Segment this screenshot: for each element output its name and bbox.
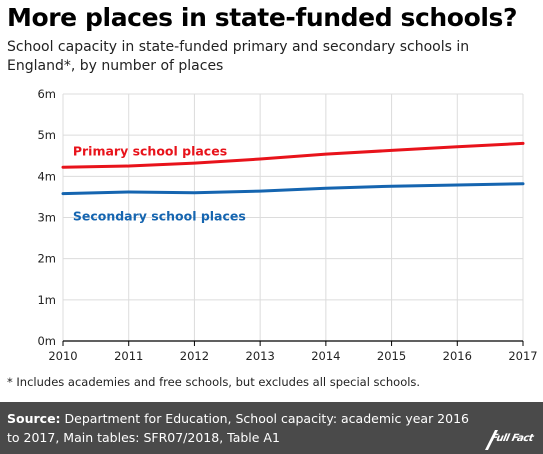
- y-tick-label: 6m: [37, 87, 56, 101]
- chart-subtitle: School capacity in state-funded primary …: [7, 39, 470, 74]
- x-tick-label: 2011: [114, 349, 143, 363]
- x-tick-label: 2016: [443, 349, 472, 363]
- y-tick-label: 0m: [37, 334, 56, 348]
- x-tick-label: 2017: [508, 349, 537, 363]
- full-fact-logo: Full Fact: [485, 428, 537, 450]
- logo-text: Full Fact: [489, 433, 535, 444]
- series-line-primary: [61, 141, 525, 169]
- x-tick-label: 2015: [377, 349, 406, 363]
- y-tick-label: 1m: [37, 293, 56, 307]
- source-citation: Department for Education, School capacit…: [7, 411, 469, 445]
- series-label-secondary: Secondary school places: [73, 209, 246, 224]
- y-tick-label: 4m: [37, 169, 56, 183]
- footnote: * Includes academies and free schools, b…: [7, 375, 421, 389]
- y-tick-label: 5m: [37, 128, 56, 142]
- x-tick-label: 2012: [180, 349, 209, 363]
- source-text: Source: Department for Education, School…: [7, 409, 477, 447]
- source-bar: Source: Department for Education, School…: [0, 402, 543, 454]
- chart-title: More places in state-funded schools?: [7, 3, 518, 32]
- y-tick-label: 2m: [37, 252, 56, 266]
- x-tick-label: 2013: [246, 349, 275, 363]
- x-tick-label: 2010: [48, 349, 77, 363]
- line-chart: 0m 1m 2m 3m 4m 5m 6m 2010 2011 2012 2013 2014 2015 20…: [37, 87, 537, 363]
- logo-arrow-icon: [485, 430, 498, 450]
- series-line-secondary: [61, 182, 525, 196]
- source-label: Source:: [7, 411, 61, 426]
- series-label-primary: Primary school places: [73, 143, 227, 158]
- x-tick-label: 2014: [311, 349, 340, 363]
- y-tick-label: 3m: [37, 211, 56, 225]
